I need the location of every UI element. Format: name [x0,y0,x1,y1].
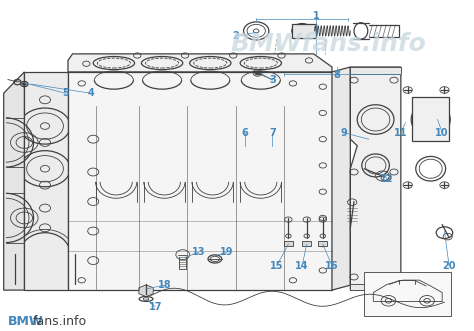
Polygon shape [443,294,450,310]
Polygon shape [350,67,401,290]
Text: 17: 17 [148,302,162,311]
Text: 18: 18 [157,280,171,290]
Polygon shape [4,72,24,290]
Text: 7: 7 [269,128,276,138]
Text: 8: 8 [333,70,340,80]
Text: 9: 9 [340,128,347,138]
Text: 6: 6 [241,128,248,138]
Text: 14: 14 [295,260,309,270]
Circle shape [255,71,260,75]
Text: 3: 3 [269,75,276,85]
Polygon shape [350,67,401,73]
Text: BMWfans.info: BMWfans.info [231,32,427,56]
Polygon shape [302,241,311,246]
Text: 13: 13 [192,247,206,258]
Polygon shape [68,54,332,72]
Polygon shape [68,72,332,290]
Polygon shape [412,97,449,141]
Text: 5: 5 [62,88,69,98]
Text: 12: 12 [380,173,394,184]
Bar [364,272,451,316]
Text: 19: 19 [219,247,233,258]
Text: 16: 16 [325,260,339,270]
Text: BMW: BMW [8,315,44,328]
Text: 10: 10 [436,128,449,138]
Polygon shape [350,284,401,290]
Polygon shape [284,241,293,246]
Text: 15: 15 [270,260,283,270]
Text: 4: 4 [88,88,94,98]
Polygon shape [332,67,350,290]
Text: 2: 2 [232,31,239,41]
Polygon shape [24,72,68,290]
Circle shape [22,83,26,85]
Polygon shape [139,285,153,297]
Text: 11: 11 [394,128,408,138]
Text: fans.info: fans.info [33,315,87,328]
Polygon shape [318,241,328,246]
Text: 1: 1 [312,11,319,21]
Text: 20: 20 [442,260,456,270]
Polygon shape [292,24,316,38]
